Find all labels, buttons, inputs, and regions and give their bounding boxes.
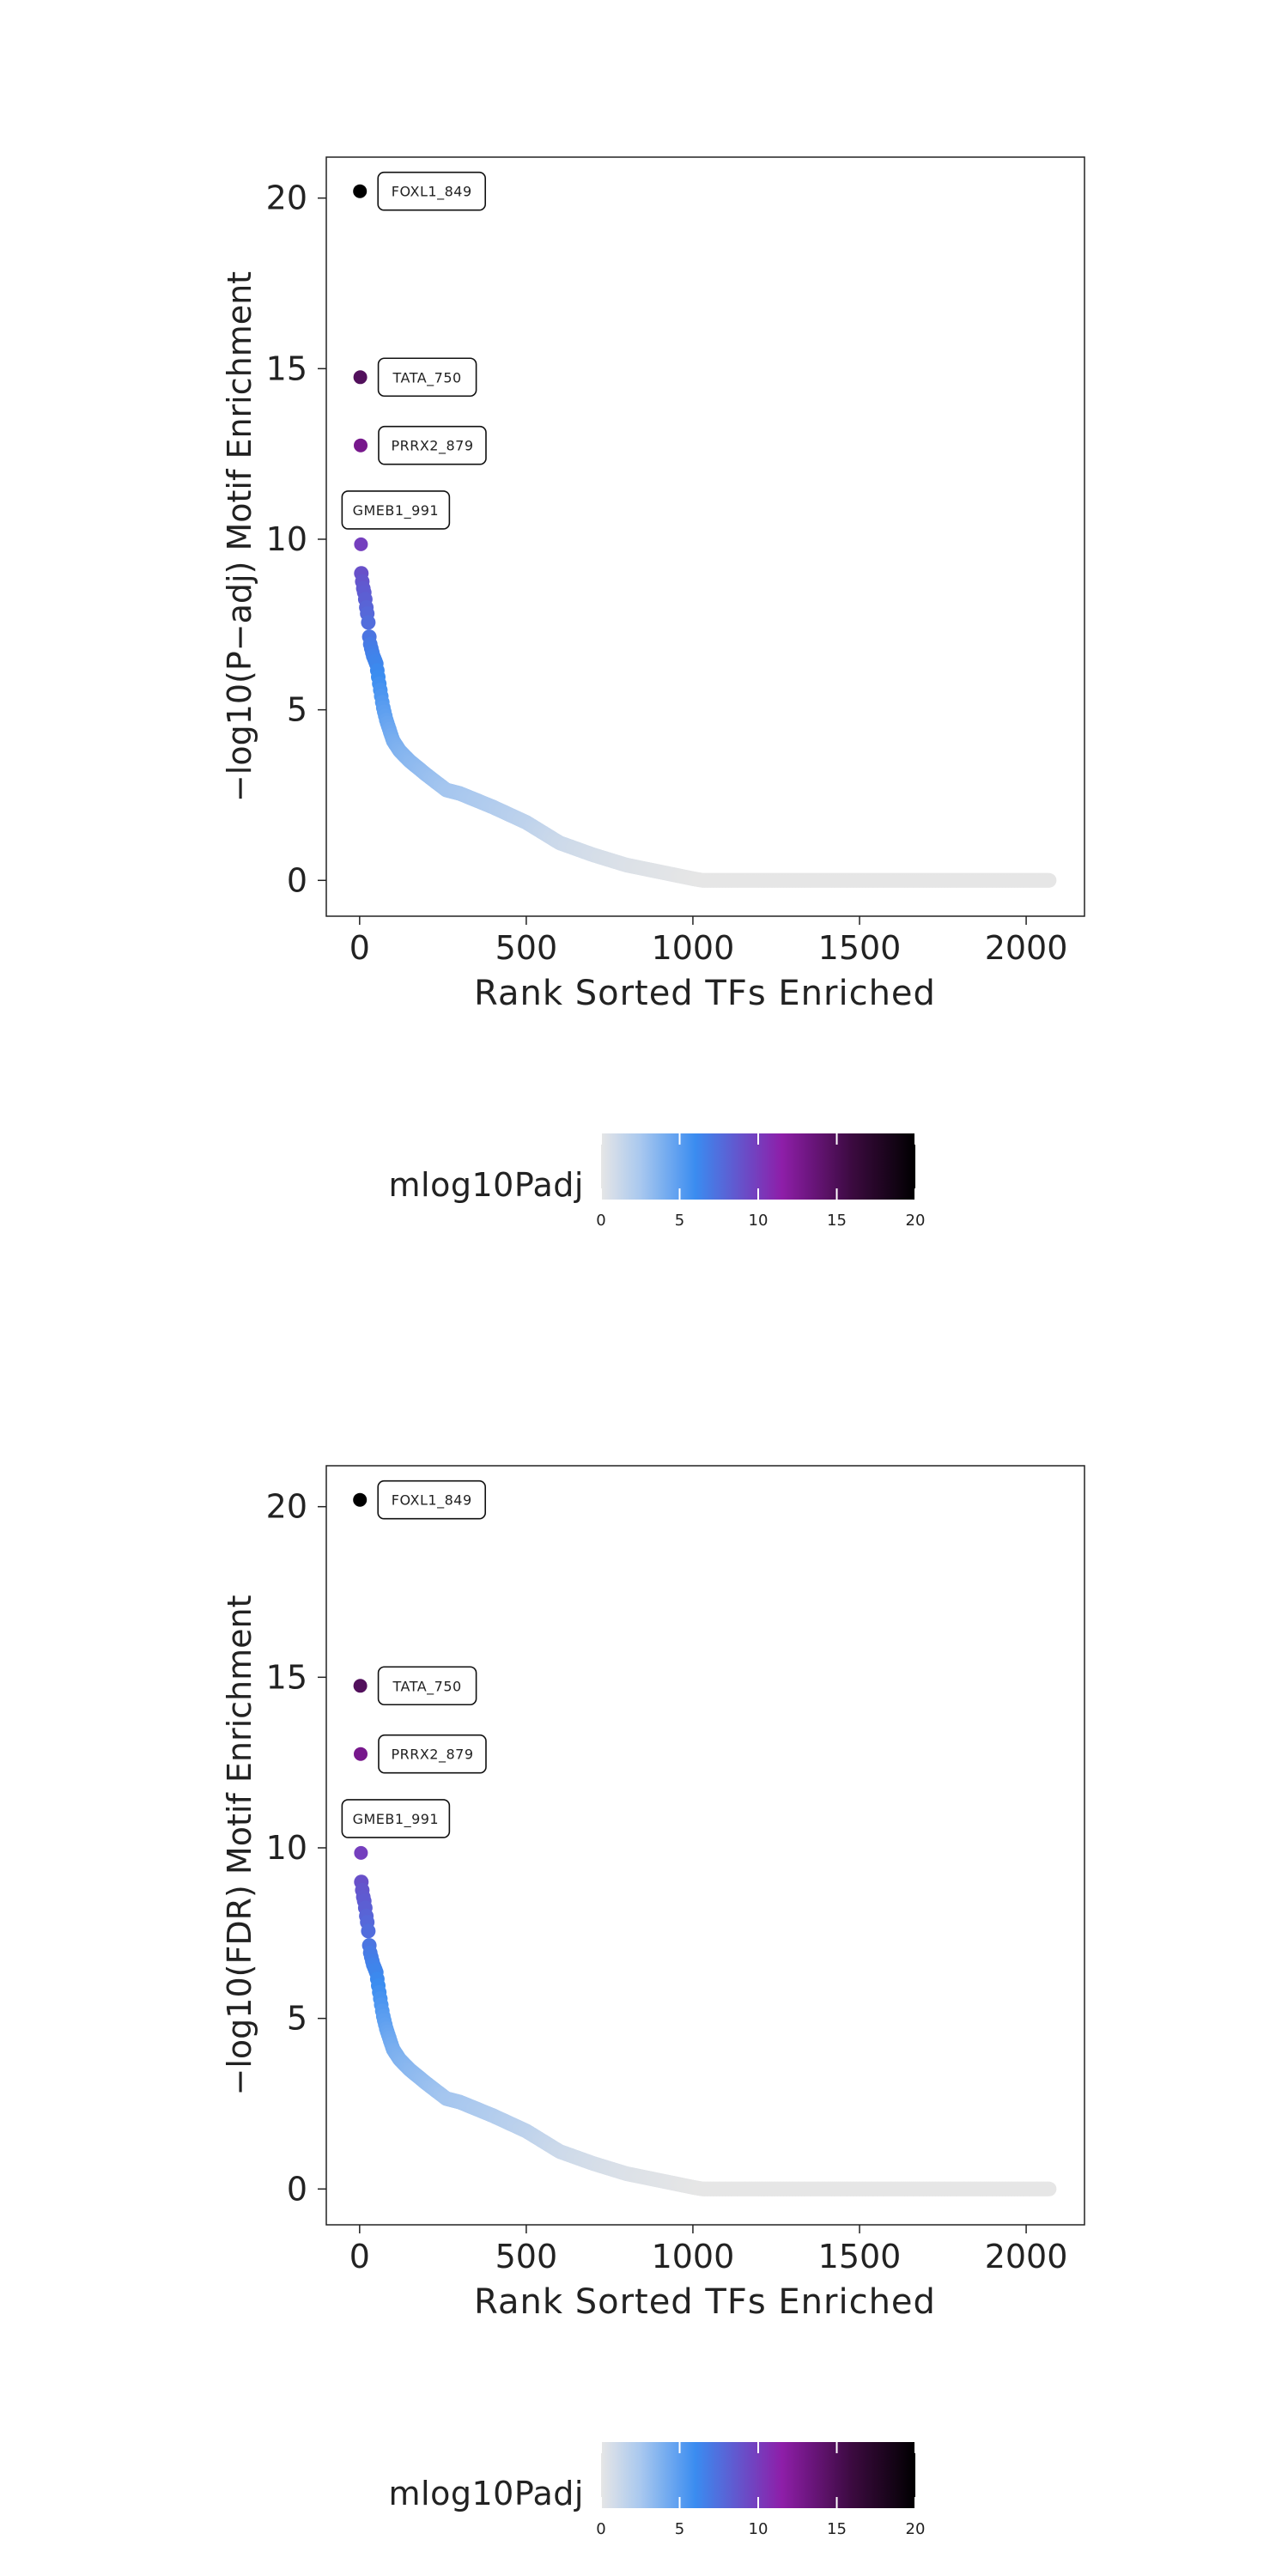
y-axis-ticks: 0 5 10 15 20 (266, 1488, 326, 2208)
labeled-point (354, 1845, 368, 1860)
curve-point (1042, 2181, 1057, 2196)
curve-layer (354, 566, 1057, 888)
color-legend-tick-label: 20 (906, 1212, 926, 1230)
point-labels-layer: FOXL1_849 TATA_750 PRRX2_879 GMEB1_991 (341, 171, 487, 530)
plot-frame (325, 1465, 1085, 2226)
labeled-point (354, 537, 368, 551)
y-tick-label: 10 (266, 1829, 307, 1867)
point-label-box (341, 1799, 451, 1838)
y-tick-label: 10 (266, 520, 307, 558)
labeled-point (353, 1679, 368, 1693)
x-tick-label: 1000 (652, 2238, 735, 2275)
point-label-box (377, 1479, 487, 1520)
y-axis-label: −log10(FDR) Motif Enrichment (221, 1595, 258, 2096)
point-label-box (341, 490, 451, 530)
color-legend-tick-label: 5 (675, 2520, 684, 2538)
color-legend-ticks: 0 5 10 15 20 (596, 2442, 925, 2538)
point-labels-layer: FOXL1_849 TATA_750 PRRX2_879 GMEB1_991 (341, 1479, 487, 1838)
x-axis-ticks: 0 500 1000 1500 2000 (349, 2225, 1068, 2275)
y-tick-label: 15 (266, 1658, 307, 1696)
x-tick-label: 1500 (818, 2238, 902, 2275)
labeled-point (354, 1747, 368, 1761)
y-axis-ticks: 0 5 10 15 20 (266, 179, 326, 899)
points-layer (353, 184, 368, 551)
labeled-point (354, 438, 368, 453)
point-label: PRRX2_879 (391, 1747, 473, 1764)
color-legend: mlog10Padj 0 5 10 15 20 (389, 2442, 925, 2538)
curve-point (361, 615, 376, 630)
point-label-box (377, 171, 487, 211)
x-axis-label: Rank Sorted TFs Enriched (474, 974, 936, 1013)
labeled-point (353, 1492, 368, 1507)
color-legend-ticks: 0 5 10 15 20 (596, 1133, 925, 1230)
point-label-box (378, 1734, 487, 1774)
curve-point (1042, 872, 1057, 888)
color-legend-tick-label: 10 (749, 1212, 769, 1230)
point-label-box (378, 425, 487, 465)
color-legend-title: mlog10Padj (389, 1166, 584, 1204)
x-tick-label: 0 (349, 2238, 370, 2275)
point-label: TATA_750 (392, 369, 461, 386)
curve-point (361, 1923, 376, 1939)
x-tick-label: 500 (495, 929, 558, 967)
x-tick-label: 500 (495, 2238, 558, 2275)
y-tick-label: 15 (266, 349, 307, 387)
color-legend-tick-label: 15 (827, 1212, 847, 1230)
y-tick-label: 0 (287, 2170, 307, 2208)
y-tick-label: 5 (287, 2000, 307, 2038)
color-legend-tick-label: 10 (749, 2520, 769, 2538)
labeled-point (353, 184, 368, 198)
x-tick-label: 0 (349, 929, 370, 967)
curve-layer (354, 1874, 1057, 2196)
point-label-box (377, 357, 477, 398)
x-axis-label: Rank Sorted TFs Enriched (474, 2282, 936, 2322)
x-tick-label: 2000 (985, 929, 1068, 967)
color-legend: mlog10Padj 0 5 10 15 20 (389, 1133, 925, 1230)
point-label: PRRX2_879 (391, 438, 473, 455)
point-label: FOXL1_849 (392, 184, 472, 201)
color-legend-tick-label: 15 (827, 2520, 847, 2538)
y-axis-label: −log10(P−adj) Motif Enrichment (221, 271, 258, 802)
y-tick-label: 20 (266, 1488, 307, 1526)
y-tick-label: 0 (287, 861, 307, 899)
x-tick-label: 1000 (652, 929, 735, 967)
points-layer (353, 1492, 368, 1860)
color-legend-title: mlog10Padj (389, 2475, 584, 2512)
point-label: TATA_750 (392, 1678, 461, 1695)
labeled-point (353, 370, 368, 385)
x-tick-label: 2000 (985, 2238, 1068, 2275)
x-tick-label: 1500 (818, 929, 902, 967)
point-label: GMEB1_991 (353, 1811, 440, 1828)
point-label-box (377, 1666, 477, 1706)
point-label: GMEB1_991 (353, 502, 440, 519)
color-legend-tick-label: 0 (596, 1212, 605, 1230)
point-label: FOXL1_849 (392, 1492, 472, 1510)
color-legend-tick-label: 0 (596, 2520, 605, 2538)
y-tick-label: 20 (266, 179, 307, 217)
y-tick-label: 5 (287, 691, 307, 729)
color-legend-tick-label: 20 (906, 2520, 926, 2538)
color-legend-tick-label: 5 (675, 1212, 684, 1230)
plot-frame (325, 156, 1085, 917)
x-axis-ticks: 0 500 1000 1500 2000 (349, 916, 1068, 967)
